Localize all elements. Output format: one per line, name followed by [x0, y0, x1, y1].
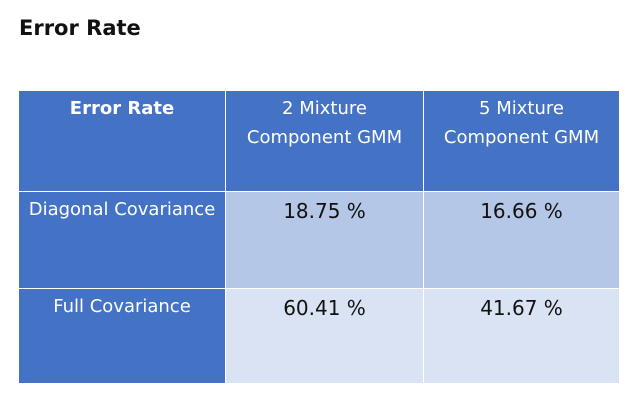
row-label-diagonal-covariance: Diagonal Covariance [18, 191, 226, 289]
cell-full-2-mixture: 60.41 % [225, 288, 424, 384]
header-2-mixture-gmm: 2 Mixture Component GMM [225, 90, 424, 192]
cell-value: 60.41 % [283, 296, 366, 320]
table-row: Diagonal Covariance 18.75 % 16.66 % [18, 191, 620, 289]
cell-value: 18.75 % [283, 199, 366, 223]
cell-diagonal-5-mixture: 16.66 % [423, 191, 620, 289]
table-row: Full Covariance 60.41 % 41.67 % [18, 288, 620, 384]
header-5-mixture-gmm: 5 Mixture Component GMM [423, 90, 620, 192]
table-header-row: Error Rate 2 Mixture Component GMM 5 Mix… [18, 90, 620, 192]
error-rate-table: Error Rate 2 Mixture Component GMM 5 Mix… [18, 90, 620, 384]
cell-value: 16.66 % [480, 199, 563, 223]
page-title: Error Rate [19, 16, 141, 40]
cell-value: 41.67 % [480, 296, 563, 320]
header-corner-cell: Error Rate [18, 90, 226, 192]
row-label-full-covariance: Full Covariance [18, 288, 226, 384]
cell-diagonal-2-mixture: 18.75 % [225, 191, 424, 289]
cell-full-5-mixture: 41.67 % [423, 288, 620, 384]
